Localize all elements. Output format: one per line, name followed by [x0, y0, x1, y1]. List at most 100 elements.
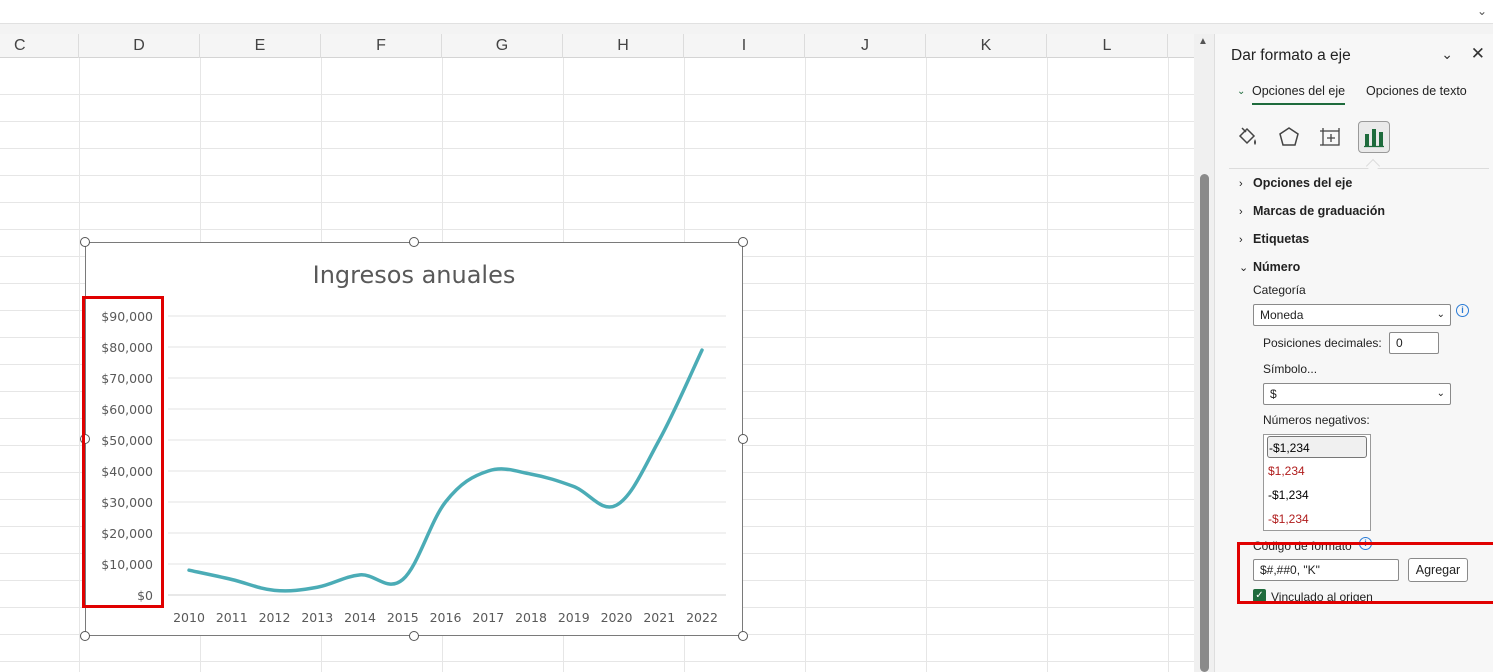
x-tick-label[interactable]: 2022 — [686, 610, 718, 625]
series-line[interactable] — [187, 348, 704, 593]
negative-numbers-list[interactable]: -$1,234 $1,234 -$1,234 -$1,234 — [1263, 434, 1371, 531]
expand-formula-bar-icon[interactable]: ⌄ — [1476, 4, 1487, 18]
format-axis-pane: Dar formato a eje ⌄ ✕ ⌄ Opciones del eje… — [1214, 34, 1493, 672]
column-header-H[interactable]: H — [563, 34, 684, 58]
y-tick-label[interactable]: $20,000 — [101, 526, 153, 541]
x-tick-label[interactable]: 2012 — [259, 610, 291, 625]
x-tick-label[interactable]: 2019 — [558, 610, 590, 625]
category-value: Moneda — [1260, 308, 1304, 322]
x-tick-label[interactable]: 2013 — [301, 610, 333, 625]
list-item[interactable]: -$1,234 — [1268, 488, 1309, 502]
y-tick-label[interactable]: $10,000 — [101, 557, 153, 572]
active-icon-indicator — [1365, 158, 1381, 174]
grid-row-line — [0, 175, 1194, 176]
resize-handle-bottom-right[interactable] — [738, 631, 748, 641]
column-header-C[interactable]: C — [0, 34, 79, 58]
resize-handle-top[interactable] — [409, 237, 419, 247]
column-header-G[interactable]: G — [442, 34, 563, 58]
y-tick-label[interactable]: $60,000 — [101, 402, 153, 417]
scrollbar-thumb[interactable] — [1200, 174, 1209, 672]
decimal-places-label: Posiciones decimales: — [1263, 336, 1382, 350]
scroll-up-arrow-icon[interactable]: ▲ — [1198, 36, 1208, 47]
symbol-value: $ — [1270, 387, 1277, 401]
chevron-down-icon: ⌄ — [1436, 388, 1445, 399]
tab-axis-options[interactable]: Opciones del eje — [1252, 84, 1346, 105]
column-header-I[interactable]: I — [684, 34, 805, 58]
symbol-label: Símbolo... — [1263, 362, 1318, 376]
x-tick-label[interactable]: 2010 — [173, 610, 205, 625]
linked-to-source-checkbox[interactable]: ✓ — [1253, 589, 1266, 602]
x-tick-label[interactable]: 2011 — [216, 610, 248, 625]
y-tick-label[interactable]: $90,000 — [101, 309, 153, 324]
y-tick-label[interactable]: $0 — [137, 588, 153, 603]
size-properties-icon[interactable] — [1315, 121, 1347, 153]
format-code-input[interactable]: $#,##0, "K" — [1253, 559, 1399, 581]
symbol-select[interactable]: $ ⌄ — [1263, 383, 1451, 405]
format-code-highlight-box — [1237, 542, 1493, 604]
list-item[interactable]: -$1,234 — [1267, 436, 1367, 458]
x-tick-label[interactable]: 2015 — [387, 610, 419, 625]
add-button[interactable]: Agregar — [1408, 558, 1468, 582]
fill-line-icon[interactable] — [1231, 121, 1263, 153]
y-tick-label[interactable]: $80,000 — [101, 340, 153, 355]
chart-plot: $0 $10,000 $20,000 $30,000 $40,000 $50,000 $60… — [101, 309, 726, 625]
column-header-F[interactable]: F — [321, 34, 442, 58]
resize-handle-top-left[interactable] — [80, 237, 90, 247]
grid-column-line — [926, 58, 927, 672]
tab-text-options[interactable]: Opciones de texto — [1366, 84, 1467, 98]
formula-bar[interactable]: ⌄ — [0, 0, 1493, 24]
grid-row-line — [0, 661, 1194, 662]
chevron-down-icon: ⌄ — [1436, 309, 1445, 320]
y-axis-highlight-box — [82, 296, 164, 608]
x-tick-label[interactable]: 2018 — [515, 610, 547, 625]
resize-handle-top-right[interactable] — [738, 237, 748, 247]
pane-title: Dar formato a eje — [1231, 47, 1351, 64]
section-label: Marcas de graduación — [1253, 204, 1385, 218]
resize-handle-bottom-left[interactable] — [80, 631, 90, 641]
category-select[interactable]: Moneda ⌄ — [1253, 304, 1451, 326]
axis-options-icon[interactable] — [1358, 121, 1390, 153]
grid-row-line — [0, 121, 1194, 122]
x-tick-label[interactable]: 2020 — [601, 610, 633, 625]
x-tick-label[interactable]: 2016 — [430, 610, 462, 625]
column-header-J[interactable]: J — [805, 34, 926, 58]
chevron-down-icon[interactable]: ⌄ — [1441, 46, 1453, 62]
y-tick-label[interactable]: $50,000 — [101, 433, 153, 448]
category-label: Categoría — [1253, 283, 1306, 297]
decimal-places-input[interactable]: 0 — [1389, 332, 1439, 354]
section-number[interactable]: ⌄ Número — [1239, 260, 1301, 274]
grid-column-line — [79, 58, 80, 672]
chart-object[interactable]: Ingresos anuales $0 $10,000 $20,000 $30,000… — [85, 242, 743, 636]
chart-title[interactable]: Ingresos anuales — [312, 261, 516, 289]
grid-row-line — [0, 229, 1194, 230]
x-tick-label[interactable]: 2014 — [344, 610, 376, 625]
resize-handle-bottom[interactable] — [409, 631, 419, 641]
y-tick-label[interactable]: $40,000 — [101, 464, 153, 479]
resize-handle-left[interactable] — [80, 434, 90, 444]
column-header-D[interactable]: D — [79, 34, 200, 58]
section-labels[interactable]: › Etiquetas — [1239, 232, 1310, 246]
pane-icon-row — [1229, 119, 1489, 174]
y-tick-label[interactable]: $70,000 — [101, 371, 153, 386]
info-icon[interactable]: i — [1456, 304, 1469, 317]
effects-icon[interactable] — [1273, 121, 1305, 153]
resize-handle-right[interactable] — [738, 434, 748, 444]
section-tick-marks[interactable]: › Marcas de graduación — [1239, 204, 1385, 218]
y-tick-label[interactable]: $30,000 — [101, 495, 153, 510]
negative-numbers-label: Números negativos: — [1263, 413, 1370, 427]
list-item[interactable]: -$1,234 — [1268, 512, 1309, 526]
close-icon[interactable]: ✕ — [1470, 44, 1485, 63]
grid-column-line — [1047, 58, 1048, 672]
column-header-L[interactable]: L — [1047, 34, 1168, 58]
section-axis-options[interactable]: › Opciones del eje — [1239, 176, 1353, 190]
x-tick-label[interactable]: 2017 — [472, 610, 504, 625]
vertical-scrollbar[interactable]: ▲ — [1194, 34, 1214, 672]
x-tick-label[interactable]: 2021 — [643, 610, 675, 625]
grid-column-line — [1168, 58, 1169, 672]
list-item[interactable]: $1,234 — [1268, 464, 1305, 478]
toolbar-gap — [0, 24, 1493, 34]
column-header-E[interactable]: E — [200, 34, 321, 58]
column-header-K[interactable]: K — [926, 34, 1047, 58]
linked-to-source-label: Vinculado al origen — [1271, 590, 1373, 604]
